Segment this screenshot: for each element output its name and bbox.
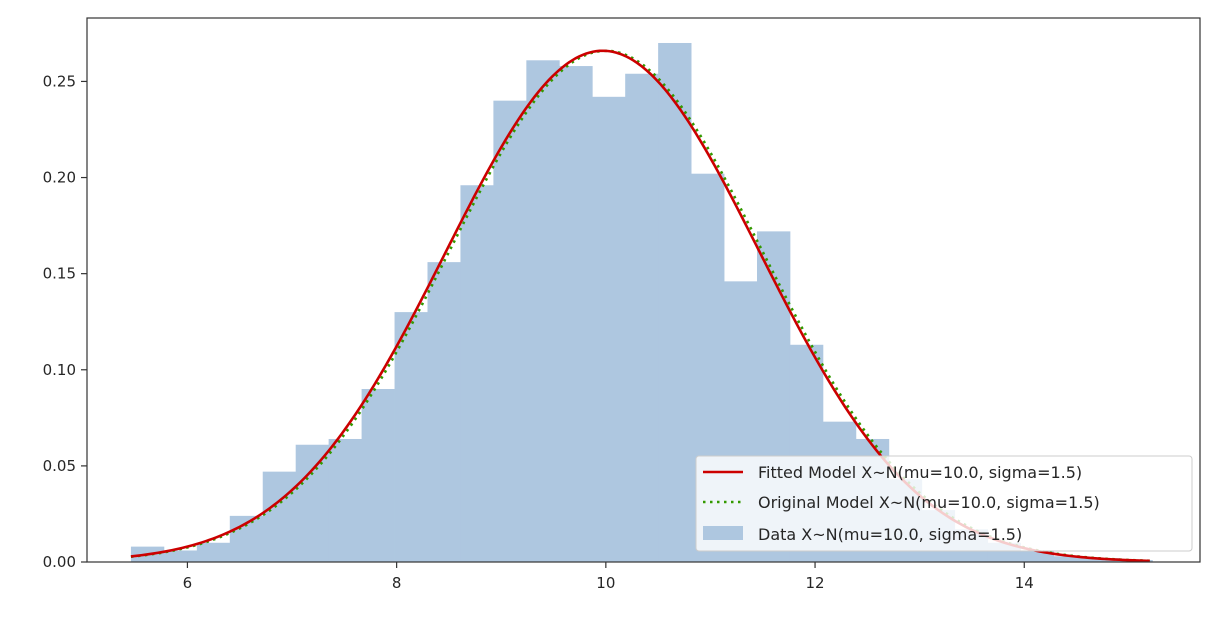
histogram-bar	[163, 550, 198, 562]
y-tick-label: 0.00	[43, 553, 76, 571]
y-tick-label: 0.20	[43, 169, 76, 187]
x-tick-label: 6	[183, 574, 193, 592]
plot-frame	[86, 17, 1201, 563]
histogram-bar	[328, 438, 362, 562]
histogram-bar	[592, 96, 626, 562]
histogram-bar	[460, 185, 494, 563]
x-tick-label: 12	[806, 574, 825, 592]
histogram-bar	[493, 100, 527, 562]
histogram-bar	[262, 471, 297, 562]
legend-fitted-label: Fitted Model X~N(mu=10.0, sigma=1.5)	[758, 463, 1082, 482]
histogram-bar	[295, 444, 330, 562]
histogram-bar	[427, 262, 461, 562]
histogram-bar	[658, 42, 692, 563]
legend-box	[695, 455, 1193, 552]
legend-original-label: Original Model X~N(mu=10.0, sigma=1.5)	[758, 493, 1100, 512]
legend-data-label: Data X~N(mu=10.0, sigma=1.5)	[758, 525, 1022, 544]
legend: Fitted Model X~N(mu=10.0, sigma=1.5) Ori…	[695, 455, 1193, 552]
histogram-bar	[361, 389, 395, 562]
x-tick-label: 14	[1015, 574, 1034, 592]
y-tick-label: 0.25	[43, 72, 76, 90]
x-tick-label: 8	[392, 574, 402, 592]
histogram-bar	[1020, 550, 1054, 562]
histogram-bar	[1053, 556, 1087, 562]
y-axis: 0.00 0.05 0.10 0.15 0.20 0.25	[43, 72, 87, 571]
legend-data-patch-swatch	[703, 526, 743, 540]
y-tick-label: 0.15	[43, 265, 76, 283]
x-tick-label: 10	[596, 574, 615, 592]
histogram-bar	[625, 73, 659, 562]
histogram-bar	[526, 60, 560, 562]
y-tick-label: 0.10	[43, 361, 76, 379]
y-tick-label: 0.05	[43, 457, 76, 475]
x-axis: 6 8 10 12 14	[183, 562, 1034, 592]
histogram-bar	[559, 66, 593, 562]
histogram-bar	[394, 312, 428, 562]
histogram-bar	[196, 542, 231, 562]
